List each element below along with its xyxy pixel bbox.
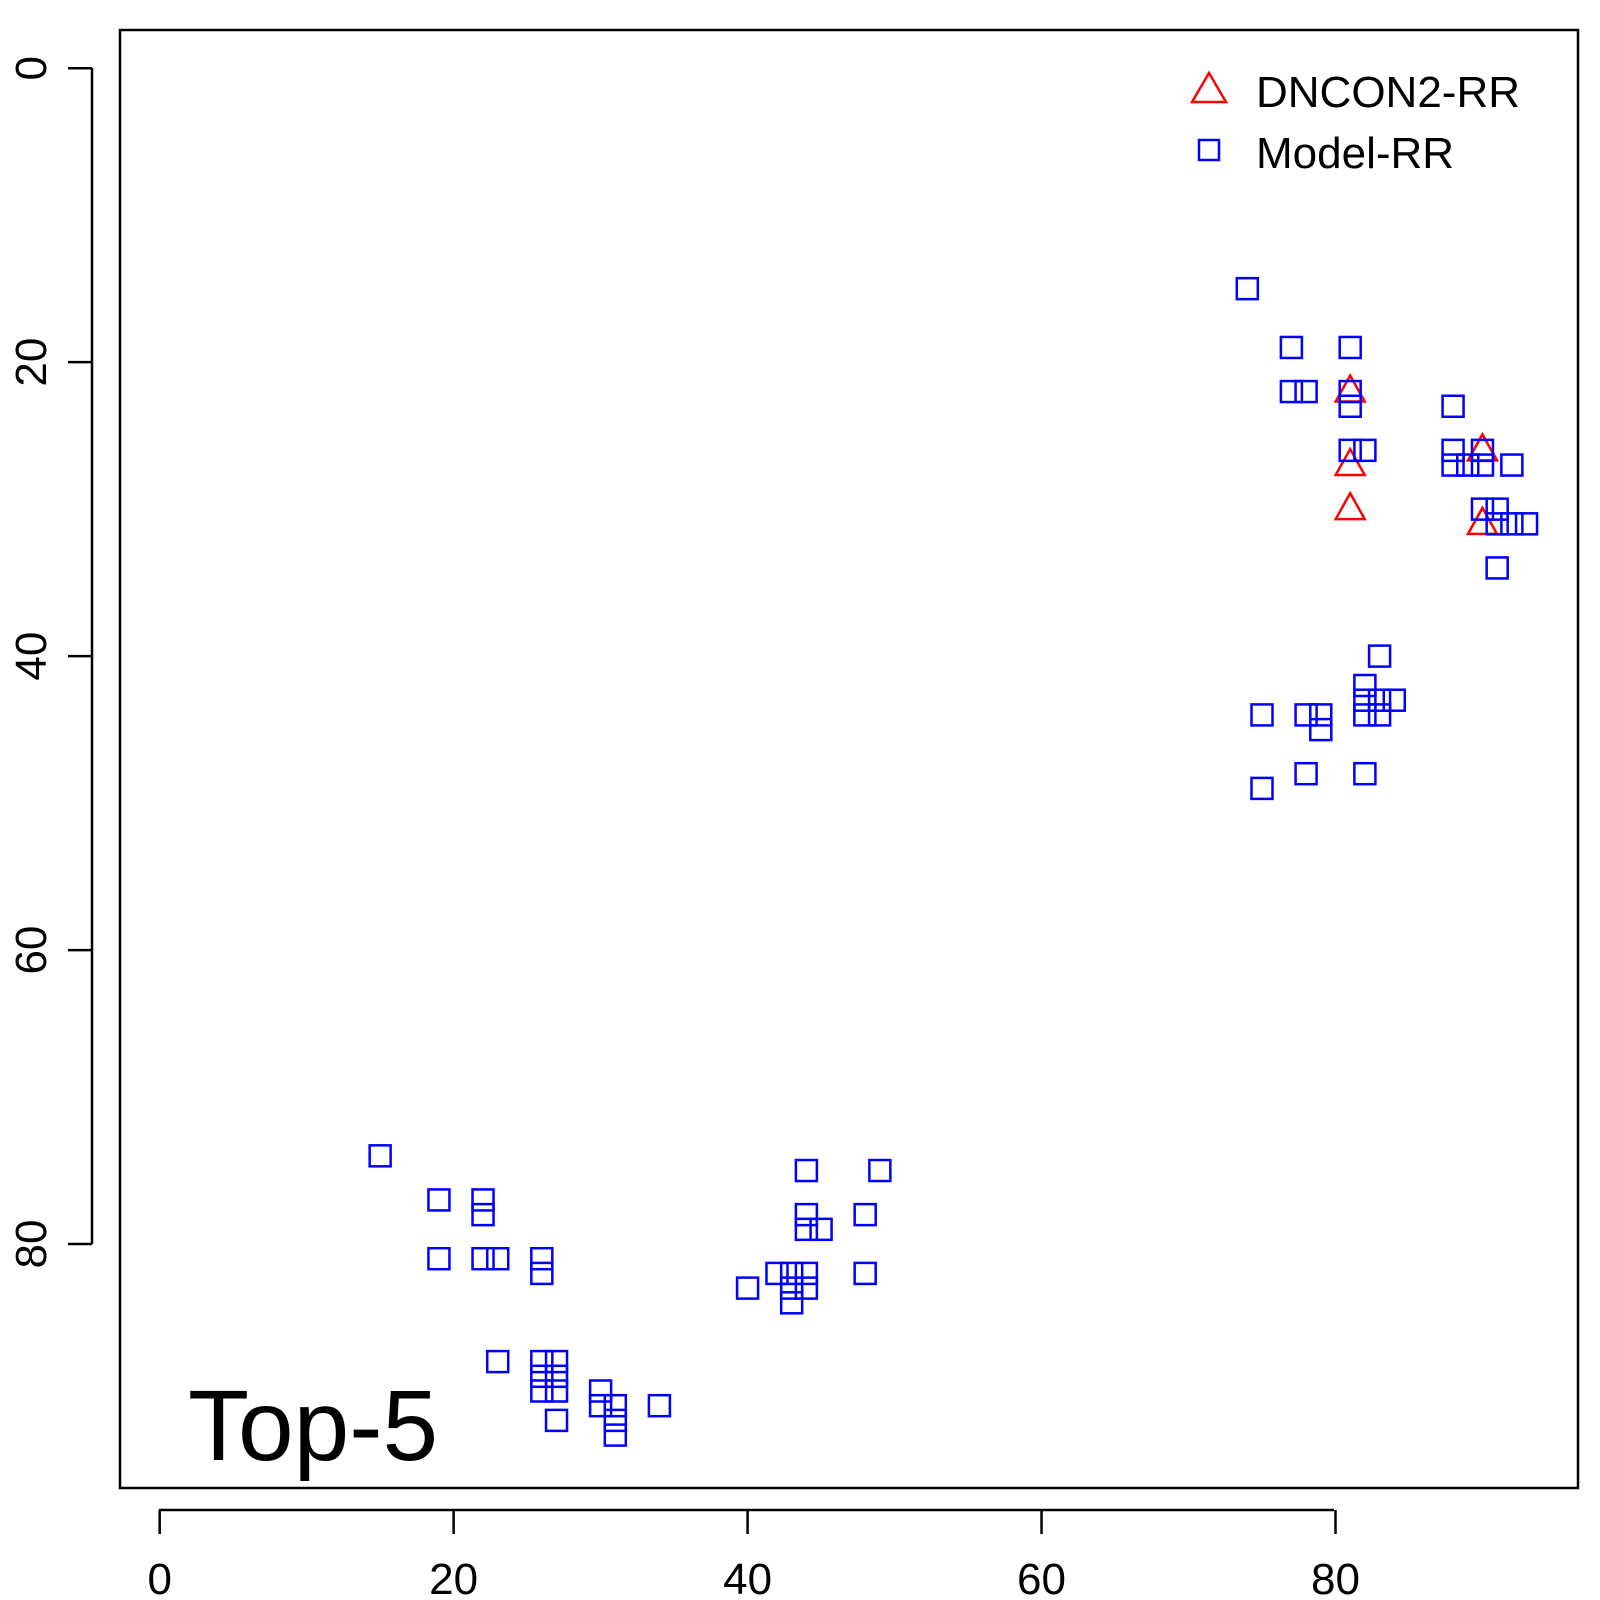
square-point: [427, 1188, 451, 1212]
square-point: [779, 1291, 804, 1315]
x-tick-label: 0: [147, 1555, 171, 1600]
square-point: [1441, 394, 1465, 419]
square-point: [1235, 276, 1260, 301]
square-point: [1441, 438, 1465, 463]
square-point: [471, 1202, 495, 1227]
square-point: [1250, 703, 1274, 727]
square-point: [647, 1393, 672, 1418]
x-tick-label: 40: [723, 1555, 772, 1600]
square-point: [1514, 512, 1539, 536]
square-point: [530, 1349, 554, 1374]
square-point: [1353, 688, 1377, 712]
legend-triangle-marker: [1189, 70, 1229, 104]
square-point: [530, 1246, 554, 1271]
square-point: [1470, 453, 1495, 477]
square-point: [1353, 761, 1377, 786]
legend-label-dncon2-rr: DNCON2-RR: [1256, 68, 1520, 117]
square-point: [544, 1364, 569, 1389]
series-model-rr: [368, 276, 1539, 1447]
square-point: [1367, 688, 1392, 712]
square-point: [794, 1261, 819, 1286]
square-point: [368, 1144, 392, 1168]
square-point: [1309, 717, 1333, 742]
square-point: [544, 1379, 569, 1403]
y-tick-label: 0: [7, 56, 56, 80]
square-point: [1250, 776, 1274, 801]
square-point: [1338, 438, 1362, 463]
y-axis: 0 20 40 60 80: [7, 56, 94, 1269]
plot-frame: [118, 28, 1580, 1490]
square-point: [779, 1261, 804, 1286]
square-point: [765, 1261, 789, 1286]
square-point: [1294, 761, 1318, 786]
triangle-point: [1333, 490, 1367, 521]
square-point: [1279, 335, 1304, 360]
square-point: [485, 1349, 510, 1374]
square-point: [1470, 497, 1495, 521]
square-point: [868, 1158, 892, 1183]
y-tick-label: 40: [7, 632, 56, 681]
square-point: [530, 1364, 554, 1389]
legend-square-marker: [1197, 138, 1221, 162]
square-point: [1485, 497, 1509, 521]
square-point: [544, 1349, 569, 1374]
square-point: [853, 1202, 877, 1227]
panel-label: Top-5: [188, 1370, 438, 1482]
square-point: [544, 1408, 569, 1433]
square-point: [1338, 394, 1362, 419]
square-point: [588, 1379, 613, 1403]
square-point: [1353, 703, 1377, 727]
square-point: [1338, 379, 1362, 404]
square-point: [603, 1408, 628, 1433]
y-tick-label: 20: [7, 338, 56, 387]
square-point: [1382, 688, 1407, 712]
square-point: [809, 1217, 833, 1242]
legend-label-model-rr: Model-RR: [1256, 129, 1454, 178]
square-point: [603, 1423, 628, 1447]
y-tick-label: 80: [7, 1220, 56, 1269]
square-point: [1353, 673, 1377, 698]
x-tick-label: 60: [1017, 1555, 1066, 1600]
square-point: [530, 1261, 554, 1286]
square-point: [1309, 703, 1333, 727]
square-point: [1353, 438, 1377, 463]
square-point: [735, 1276, 760, 1300]
square-point: [1500, 453, 1524, 477]
square-point: [779, 1276, 804, 1300]
square-point: [1485, 512, 1509, 536]
square-point: [794, 1276, 819, 1300]
square-point: [1441, 453, 1465, 477]
square-point: [1279, 379, 1304, 404]
x-tick-label: 80: [1311, 1555, 1360, 1600]
x-axis: 0 20 40 60 80: [147, 1508, 1360, 1600]
square-point: [1338, 335, 1362, 360]
square-point: [1485, 556, 1509, 580]
square-point: [794, 1217, 819, 1242]
square-point: [1500, 512, 1524, 536]
data-points: [368, 276, 1539, 1447]
square-point: [471, 1188, 495, 1212]
x-tick-label: 20: [429, 1555, 478, 1600]
legend: DNCON2-RR Model-RR: [1189, 68, 1520, 178]
square-point: [427, 1246, 451, 1271]
y-tick-label: 60: [7, 926, 56, 975]
square-point: [1367, 644, 1392, 668]
square-point: [794, 1202, 819, 1227]
square-point: [1294, 703, 1318, 727]
square-point: [588, 1393, 613, 1418]
square-point: [1294, 379, 1318, 404]
square-point: [485, 1246, 510, 1271]
square-point: [1470, 438, 1495, 463]
square-point: [603, 1393, 628, 1418]
square-point: [794, 1158, 819, 1183]
square-point: [1367, 703, 1392, 727]
square-point: [853, 1261, 877, 1286]
square-point: [1456, 453, 1480, 477]
square-point: [471, 1246, 495, 1271]
square-point: [530, 1379, 554, 1403]
